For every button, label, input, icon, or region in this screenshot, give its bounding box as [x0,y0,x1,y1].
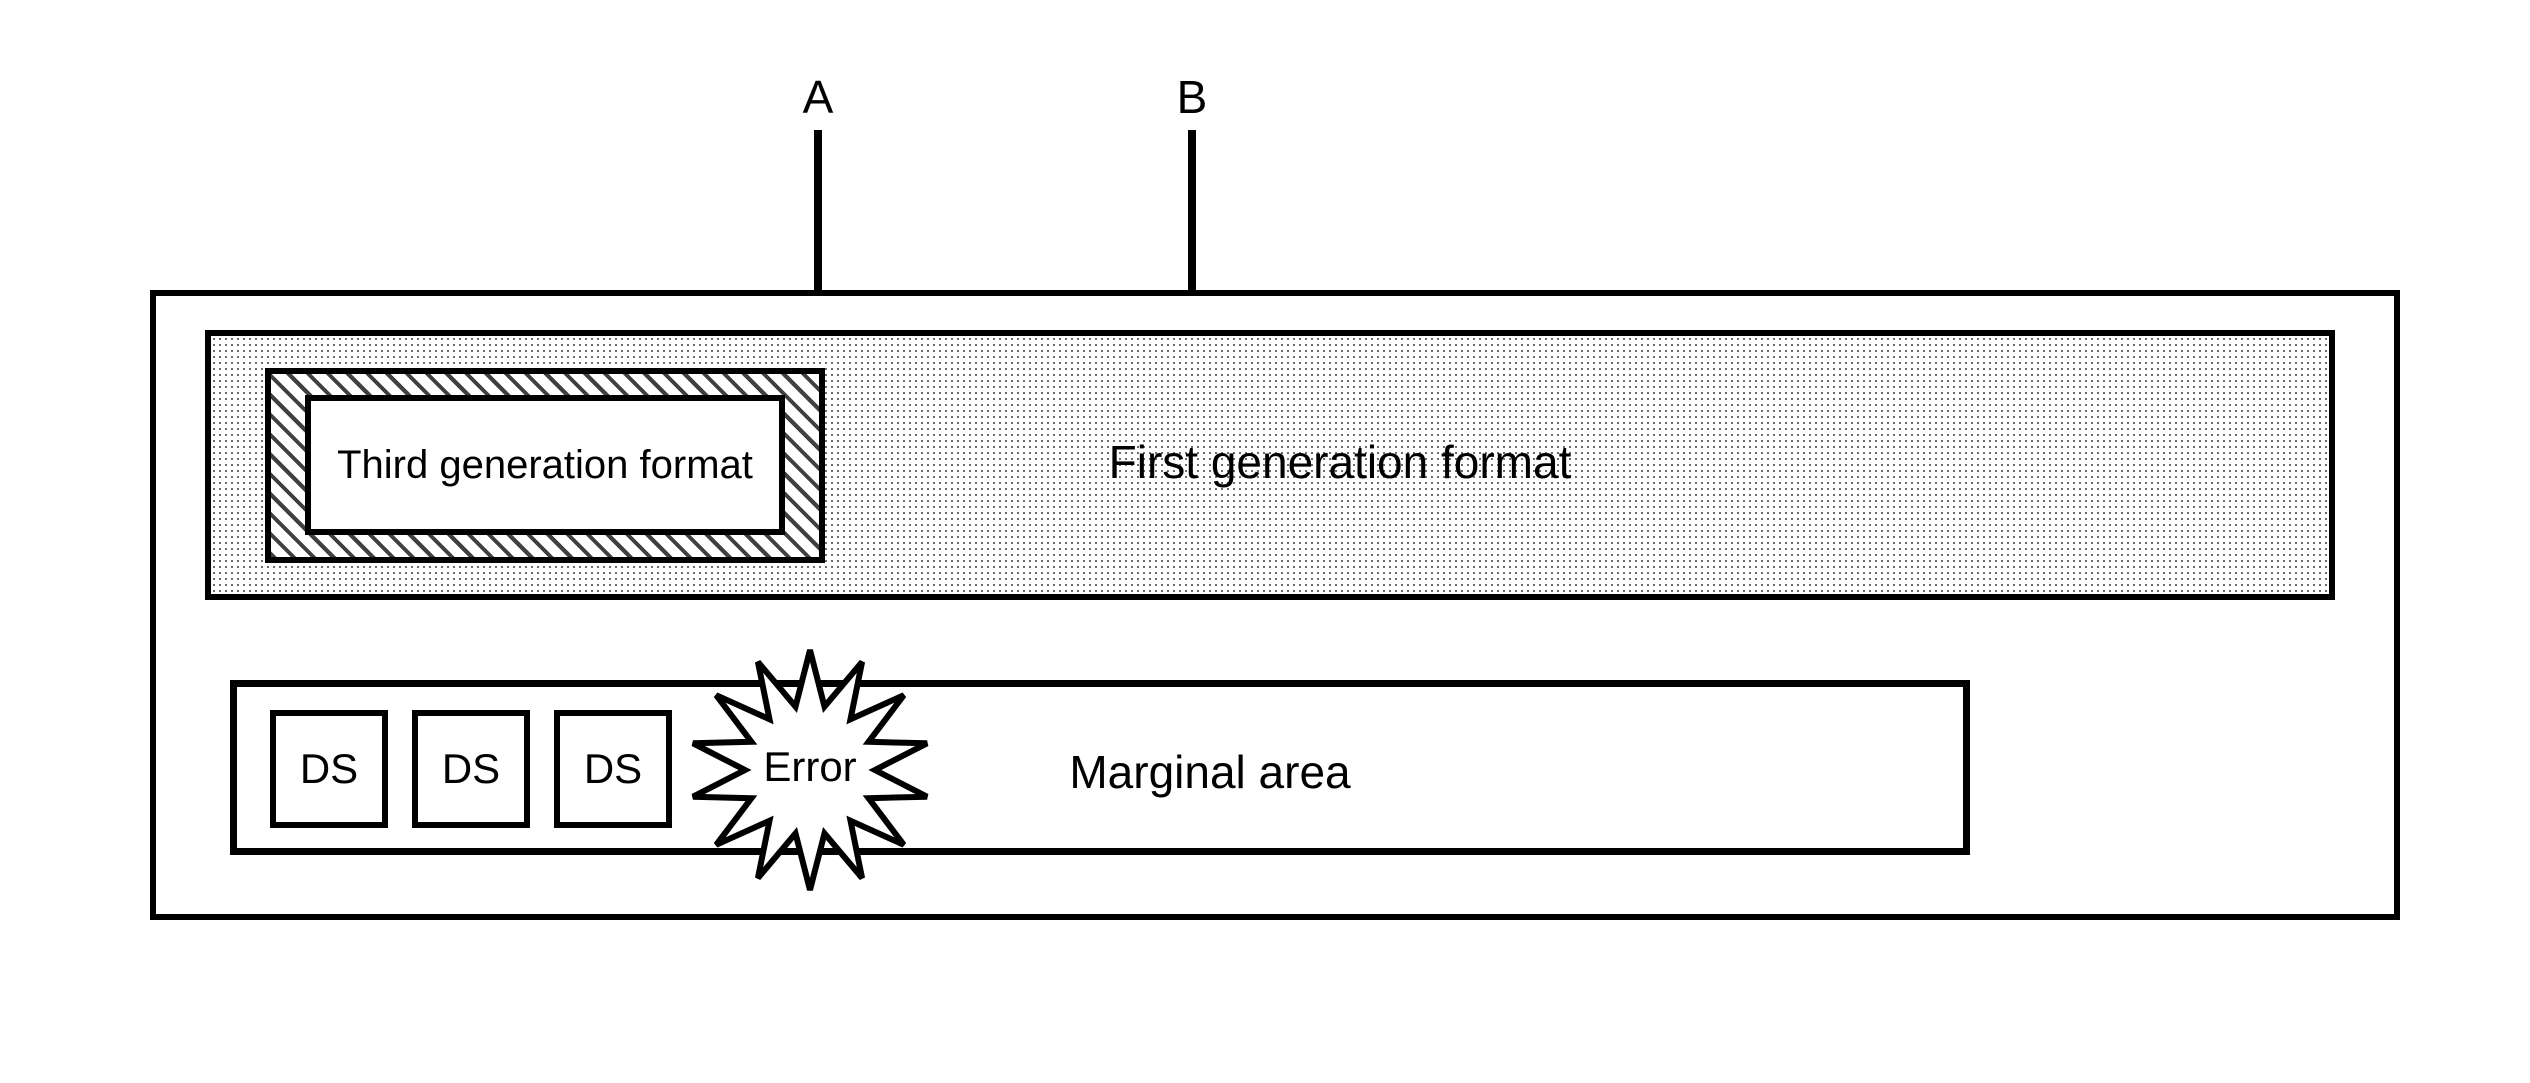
diagram-canvas: A B First generation format Third generatio… [0,0,2530,1083]
error-label: Error [710,743,910,791]
arrow-a [790,130,846,314]
third-generation-inner: Third generation format [305,395,785,535]
arrow-label-b: B [1152,70,1232,124]
arrow-b [1164,130,1220,314]
ds-box-0: DS [270,710,388,828]
ds-box-1: DS [412,710,530,828]
marginal-area-label: Marginal area [960,745,1460,799]
ds-box-2: DS [554,710,672,828]
first-generation-label: First generation format [1040,435,1640,489]
arrow-label-a: A [778,70,858,124]
